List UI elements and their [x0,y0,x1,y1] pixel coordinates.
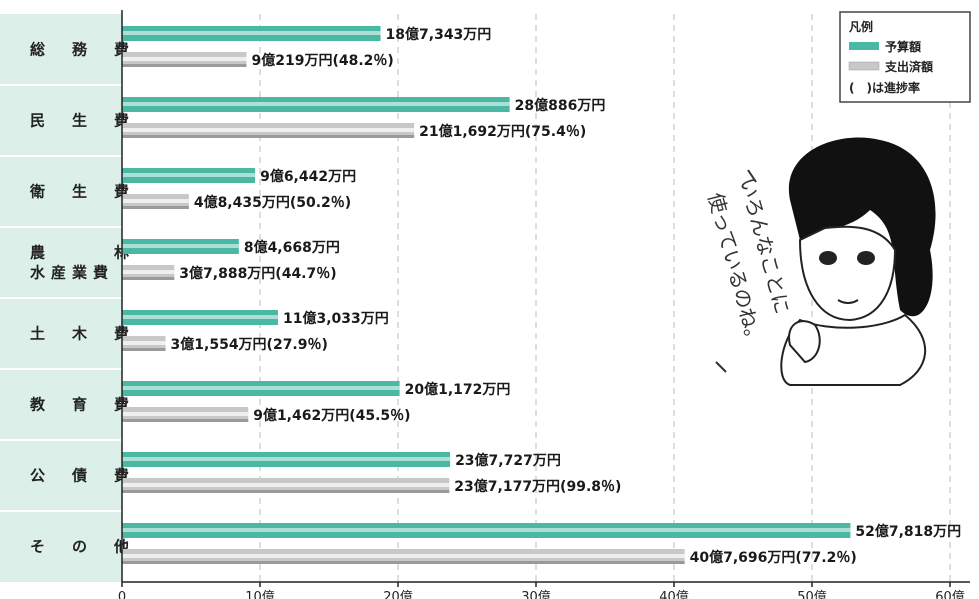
x-tick-label: 30億 [521,589,551,599]
legend-swatch-budget [849,42,879,50]
bar-budget-label: 52億7,818万円 [855,523,961,540]
character-illustration: いろんなことに 使っているのね。 [703,137,936,386]
bar-spent-shade [122,64,247,67]
category-label: 水産業費 [30,264,114,282]
bar-spent-highlight [122,412,249,416]
bar-spent-label: 21億1,692万円(75.4％) [419,123,586,140]
bar-budget-label: 18億7,343万円 [386,26,492,43]
x-tick-label: 20億 [383,589,413,599]
x-tick-label: 40億 [659,589,689,599]
legend-label-budget: 予算額 [885,39,921,54]
bar-budget-highlight [122,31,381,35]
legend: 凡例 予算額 支出済額 ( )は進捗率 [839,11,971,103]
bar-budget-label: 23億7,727万円 [455,452,561,469]
character-eye-left [819,251,837,265]
character-hair [788,137,936,317]
category-bands [0,14,122,582]
bar-budget-highlight [122,457,451,461]
bar-budget-label: 9億6,442万円 [260,168,356,185]
bar-spent-shade [122,135,415,138]
value-labels: 18億7,343万円 9億219万円(48.2％) 28億886万円 21億1,692… [171,26,962,566]
bar-budget-highlight [122,173,256,177]
bar-spent-shade [122,490,450,493]
bar-spent-label: 3億1,554万円(27.9％) [171,336,328,353]
category-label: 衛 生 費 [29,183,135,201]
legend-label-spent: 支出済額 [884,59,933,74]
category-label: 民 生 費 [30,112,135,130]
bar-budget-highlight [122,102,510,106]
bar-budget-highlight [122,315,278,319]
speech-mark-bottom [715,361,727,373]
bar-spent-highlight [122,57,247,61]
character-face [798,225,897,322]
legend-title: 凡例 [849,19,873,34]
bar-spent-highlight [122,128,415,132]
bar-spent-label: 4億8,435万円(50.2％) [194,194,351,211]
bar-budget-highlight [122,528,851,532]
category-label: 農 林 [30,244,135,262]
bar-spent-label: 23億7,177万円(99.8％) [454,478,621,495]
bar-budget-label: 8億4,668万円 [244,239,340,256]
x-tick-label: 10億 [245,589,275,599]
legend-note: ( )は進捗率 [849,80,920,95]
x-axis: 0 10億 20億 30億 40億 50億 60億 [118,10,970,599]
x-tick-label: 0 [118,590,126,599]
bar-spent-shade [122,348,166,351]
category-label: そ の 他 [30,538,135,556]
bar-budget-highlight [122,386,400,390]
category-label: 教 育 費 [29,396,135,414]
x-tick-label: 50億 [797,589,827,599]
bar-spent-highlight [122,554,685,558]
character-hand [788,320,821,364]
bar-spent-label: 9億1,462万円(45.5％) [253,407,410,424]
bar-spent-label: 40億7,696万円(77.2％) [690,549,857,566]
category-label: 総 務 費 [30,41,135,59]
bar-spent-shade [122,419,249,422]
bar-budget-label: 28億886万円 [515,97,606,114]
category-label: 土 木 費 [30,325,135,343]
bars [122,26,851,564]
bar-spent-label: 3億7,888万円(44.7％) [179,265,336,282]
bar-spent-highlight [122,199,189,203]
bar-spent-label: 9億219万円(48.2％) [252,52,394,69]
bar-budget-highlight [122,244,239,248]
character-mouth [837,299,859,304]
bar-spent-shade [122,277,175,280]
bar-budget-label: 20億1,172万円 [405,381,511,398]
character-eye-right [857,251,875,265]
legend-swatch-spent [848,61,880,71]
x-tick-label: 60億 [935,589,965,599]
bar-spent-highlight [122,483,450,487]
legend-box [839,11,971,103]
category-label: 公 債 費 [30,467,135,485]
bar-spent-highlight [122,341,166,345]
bar-spent-shade [122,206,189,209]
speech-mark-top [747,169,757,183]
bar-spent-highlight [122,270,175,274]
bar-spent-shade [122,561,685,564]
bar-budget-label: 11億3,033万円 [283,310,389,327]
